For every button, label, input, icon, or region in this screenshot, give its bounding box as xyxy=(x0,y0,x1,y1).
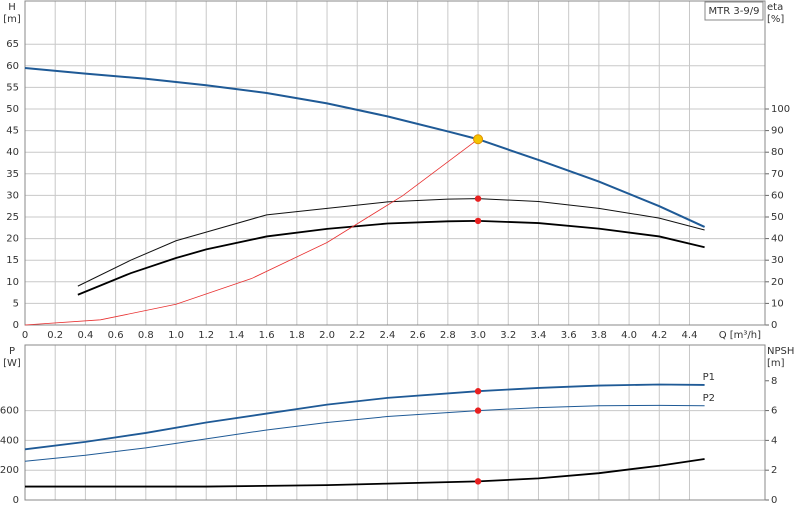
duty-point xyxy=(474,388,482,395)
y2-tick-label: 80 xyxy=(771,147,784,158)
y-axis-label: P xyxy=(9,346,15,357)
y-tick-label: 15 xyxy=(6,255,19,266)
x-tick-label: 3.2 xyxy=(500,330,516,341)
y2-tick-label: 0 xyxy=(771,495,777,506)
y2-tick-label: 20 xyxy=(771,277,784,288)
y-axis-unit: [W] xyxy=(3,358,21,369)
y2-axis-unit: [m] xyxy=(767,358,785,369)
plot-background xyxy=(25,1,765,325)
curve xyxy=(24,383,705,451)
x-tick-label: 4.2 xyxy=(651,330,667,341)
curve xyxy=(77,219,705,296)
x-tick-label: 3.6 xyxy=(561,330,577,341)
y2-tick-label: 100 xyxy=(771,104,790,115)
model-label: MTR 3-9/9 xyxy=(709,6,760,17)
y2-tick-label: 0 xyxy=(771,320,777,331)
x-tick-label: 4.0 xyxy=(621,330,637,341)
y-tick-label: 65 xyxy=(6,39,19,50)
model-box xyxy=(704,1,764,21)
y2-tick-label: 40 xyxy=(771,234,784,245)
plot-frame xyxy=(24,0,766,326)
y2-tick-label: 6 xyxy=(771,406,777,417)
x-tick-label: 0.2 xyxy=(47,330,63,341)
plot-frame xyxy=(24,344,766,501)
duty-point xyxy=(474,195,482,202)
y-tick-label: 55 xyxy=(6,82,19,93)
y2-tick-label: 70 xyxy=(771,169,784,180)
y2-tick-label: 4 xyxy=(771,435,777,446)
y2-tick-label: 2 xyxy=(771,465,777,476)
x-tick-label: 2.4 xyxy=(379,330,395,341)
x-tick-label: 1.2 xyxy=(198,330,214,341)
x-tick-label: 3.0 xyxy=(470,330,486,341)
plot-background xyxy=(25,345,765,500)
x-tick-label: 4.4 xyxy=(682,330,698,341)
y-tick-label: 25 xyxy=(6,212,19,223)
curve xyxy=(24,66,706,228)
y2-tick-label: 60 xyxy=(771,190,784,201)
y-axis-label: H xyxy=(8,2,16,13)
y2-tick-label: 8 xyxy=(771,376,777,387)
duty-point xyxy=(473,134,484,145)
x-tick-label: 0.6 xyxy=(108,330,124,341)
x-axis-label: Q [m³/h] xyxy=(719,330,761,341)
y-tick-label: 600 xyxy=(0,406,19,417)
curve-label: P1 xyxy=(703,372,715,383)
y-tick-label: 50 xyxy=(6,104,19,115)
y-tick-label: 5 xyxy=(13,298,19,309)
duty-point xyxy=(474,478,482,485)
y-tick-label: 45 xyxy=(6,126,19,137)
y2-tick-label: 50 xyxy=(771,212,784,223)
x-tick-label: 2.8 xyxy=(440,330,456,341)
y2-axis-unit: [%] xyxy=(767,14,784,25)
x-tick-label: 1.8 xyxy=(289,330,305,341)
y2-tick-label: 30 xyxy=(771,255,784,266)
y-tick-label: 10 xyxy=(6,277,19,288)
y2-tick-label: 90 xyxy=(771,126,784,137)
x-tick-label: 0.4 xyxy=(77,330,93,341)
x-tick-label: 0.8 xyxy=(138,330,154,341)
y-tick-label: 0 xyxy=(13,495,19,506)
curve xyxy=(24,404,705,462)
y-tick-label: 60 xyxy=(6,61,19,72)
x-tick-label: 0 xyxy=(22,330,28,341)
y-tick-label: 35 xyxy=(6,169,19,180)
y2-axis-label: eta xyxy=(767,2,783,13)
y-tick-label: 40 xyxy=(6,147,19,158)
x-tick-label: 2.0 xyxy=(319,330,335,341)
y2-axis-label: NPSH xyxy=(767,346,794,357)
curve-label: P2 xyxy=(703,393,715,404)
y-tick-label: 20 xyxy=(6,234,19,245)
duty-point xyxy=(474,407,482,414)
x-tick-label: 2.2 xyxy=(349,330,365,341)
x-tick-label: 2.6 xyxy=(410,330,426,341)
x-tick-label: 3.8 xyxy=(591,330,607,341)
x-tick-label: 3.4 xyxy=(531,330,547,341)
y-tick-label: 30 xyxy=(6,190,19,201)
y-tick-label: 400 xyxy=(0,435,19,446)
curve xyxy=(24,138,479,326)
y-tick-label: 0 xyxy=(13,320,19,331)
x-tick-label: 1.0 xyxy=(168,330,184,341)
y-axis-unit: [m] xyxy=(3,14,21,25)
curve xyxy=(77,198,705,287)
y2-tick-label: 10 xyxy=(771,298,784,309)
x-tick-label: 1.6 xyxy=(259,330,275,341)
x-tick-label: 1.4 xyxy=(228,330,244,341)
y-tick-label: 200 xyxy=(0,465,19,476)
duty-point xyxy=(474,217,482,225)
